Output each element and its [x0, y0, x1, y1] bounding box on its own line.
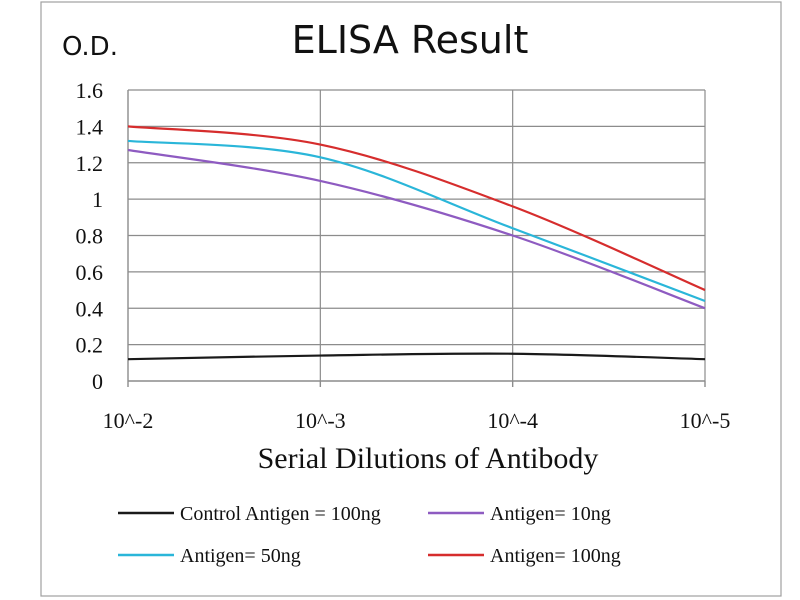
- legend-label: Antigen= 10ng: [490, 503, 611, 525]
- x-tick-label: 10^-4: [487, 408, 538, 433]
- y-tick-label: 0.6: [76, 260, 104, 285]
- series-line-control-antigen-100ng: [127, 352, 706, 361]
- chart-frame: [40, 1, 782, 597]
- y-tick-label: 0: [92, 369, 103, 394]
- grid-lines: [128, 89, 706, 381]
- legend-label: Antigen= 100ng: [490, 545, 621, 567]
- series-line-antigen-100ng: [127, 125, 706, 292]
- x-tick-label: 10^-2: [103, 408, 154, 433]
- x-axis-label: Serial Dilutions of Antibody: [258, 442, 599, 475]
- x-tick-label: 10^-3: [295, 408, 346, 433]
- x-tick-label: 10^-5: [680, 408, 731, 433]
- legend-label: Antigen= 50ng: [180, 545, 301, 567]
- chart-title: ELISA Result: [292, 18, 529, 62]
- y-axis-label: O.D.: [62, 32, 118, 62]
- axes: [127, 90, 706, 387]
- y-tick-label: 1.4: [76, 114, 104, 139]
- x-tick-labels: 10^-2 10^-3 10^-4 10^-5: [103, 408, 731, 433]
- y-tick-label: 0.4: [76, 296, 104, 321]
- y-tick-labels: 0 0.2 0.4 0.6 0.8 1 1.2 1.4 1.6: [76, 78, 104, 394]
- y-tick-label: 1: [92, 187, 103, 212]
- y-tick-label: 0.8: [76, 224, 104, 249]
- series-line-antigen-10ng: [127, 148, 706, 310]
- series-line-antigen-50ng: [127, 139, 706, 303]
- legend: Control Antigen = 100ng Antigen= 10ng Anti…: [118, 503, 621, 567]
- y-tick-label: 1.6: [76, 78, 104, 103]
- y-tick-label: 0.2: [76, 333, 104, 358]
- data-series: [127, 125, 706, 361]
- legend-label: Control Antigen = 100ng: [180, 503, 381, 525]
- y-tick-label: 1.2: [76, 151, 104, 176]
